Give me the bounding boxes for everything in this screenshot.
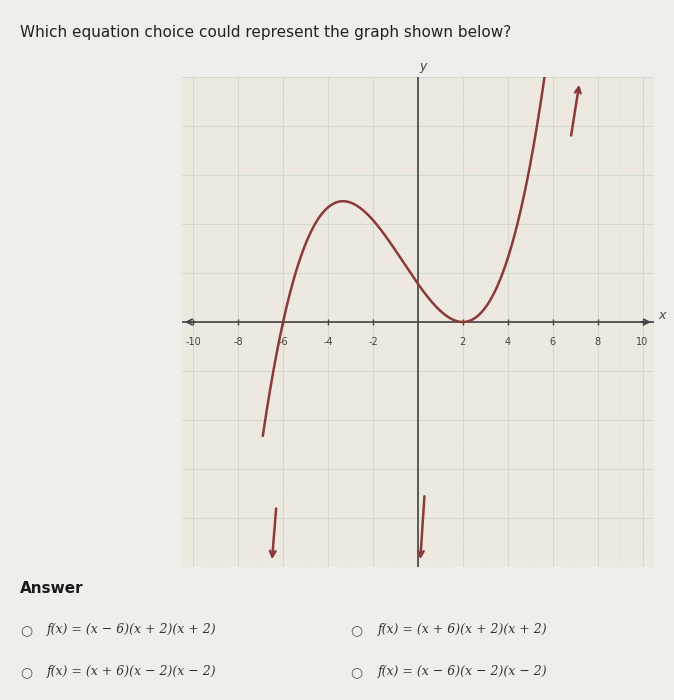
Text: ○: ○ [350, 623, 363, 637]
Text: Which equation choice could represent the graph shown below?: Which equation choice could represent th… [20, 25, 512, 39]
Text: Answer: Answer [20, 581, 84, 596]
Text: 2: 2 [460, 337, 466, 346]
Text: -10: -10 [185, 337, 201, 346]
Text: 8: 8 [594, 337, 601, 346]
Text: 4: 4 [505, 337, 511, 346]
Text: -2: -2 [368, 337, 378, 346]
Text: ○: ○ [350, 665, 363, 679]
Text: f(x) = (x + 6)(x + 2)(x + 2): f(x) = (x + 6)(x + 2)(x + 2) [377, 624, 547, 636]
Text: 6: 6 [549, 337, 556, 346]
Text: -8: -8 [233, 337, 243, 346]
Text: ○: ○ [20, 665, 32, 679]
Text: f(x) = (x + 6)(x − 2)(x − 2): f(x) = (x + 6)(x − 2)(x − 2) [47, 666, 217, 678]
Text: ○: ○ [20, 623, 32, 637]
Text: f(x) = (x − 6)(x − 2)(x − 2): f(x) = (x − 6)(x − 2)(x − 2) [377, 666, 547, 678]
Text: -6: -6 [278, 337, 288, 346]
Text: 10: 10 [636, 337, 648, 346]
Text: -4: -4 [324, 337, 333, 346]
Text: x: x [658, 309, 666, 323]
Text: f(x) = (x − 6)(x + 2)(x + 2): f(x) = (x − 6)(x + 2)(x + 2) [47, 624, 217, 636]
Text: y: y [420, 60, 427, 73]
